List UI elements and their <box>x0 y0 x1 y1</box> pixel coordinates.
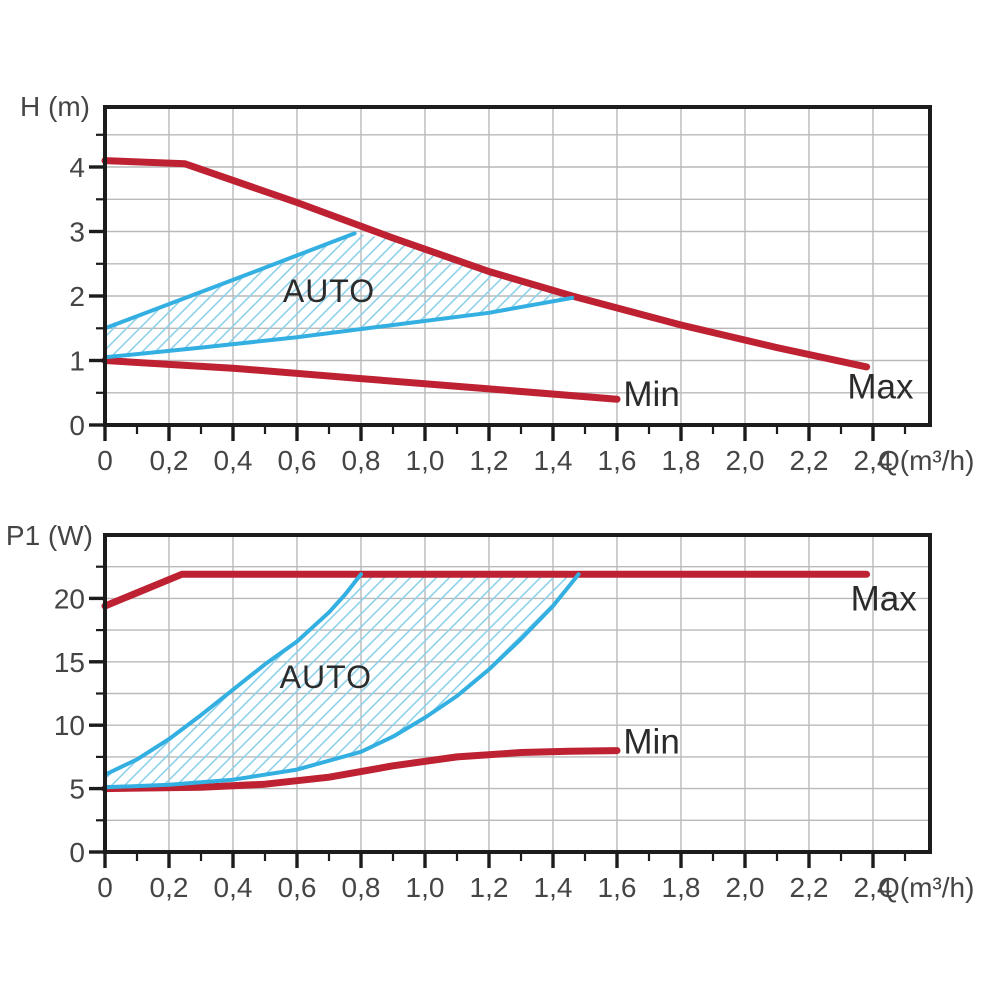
auto-region-hatch <box>105 574 579 788</box>
auto-upper-curve <box>103 572 363 777</box>
x-tick-label: 2,0 <box>726 872 765 903</box>
auto-upper-curve <box>103 231 357 331</box>
auto-label: AUTO <box>283 273 375 309</box>
y-tick-label: 0 <box>69 410 85 441</box>
auto-label: AUTO <box>280 659 372 695</box>
max-curve <box>101 157 871 371</box>
x-tick-label: 1,4 <box>534 445 573 476</box>
max-label: Max <box>851 579 918 618</box>
y-tick-label: 5 <box>69 774 85 805</box>
head-flow-chart: 0 0,2 0,4 0,6 0,8 1,0 1,2 1,4 1,6 1,8 2,0 2,2 2,4 0 1 2… <box>20 91 974 476</box>
flow-axis-title-top: Q(m³/h) <box>878 445 974 476</box>
x-tick-label: 2,4 <box>854 445 893 476</box>
x-tick-label: 2,2 <box>790 445 829 476</box>
x-tick-label: 2,0 <box>726 445 765 476</box>
auto-region-hatch <box>105 233 573 358</box>
y-tick-label: 2 <box>69 281 85 312</box>
x-tick-label: 1,2 <box>470 445 509 476</box>
x-tick-label: 0,6 <box>278 872 317 903</box>
x-tick-label: 1,2 <box>470 872 509 903</box>
y-tick-label: 1 <box>69 346 85 377</box>
x-tick-label: 0 <box>97 872 113 903</box>
x-tick-label: 0,4 <box>214 445 253 476</box>
x-tick-label: 1,8 <box>662 445 701 476</box>
y-tick-label: 15 <box>54 647 85 678</box>
y-tick-label: 20 <box>54 583 85 614</box>
x-tick-label: 0,4 <box>214 872 253 903</box>
y-tick-label: 3 <box>69 217 85 248</box>
auto-lower-curve <box>103 572 581 790</box>
y-tick-label: 4 <box>69 152 85 183</box>
x-tick-label: 2,2 <box>790 872 829 903</box>
min-curve <box>101 747 621 793</box>
x-tick-label: 0,2 <box>150 445 189 476</box>
min-label: Min <box>623 723 679 762</box>
max-curve <box>101 570 871 610</box>
head-axis-title: H (m) <box>20 91 90 122</box>
x-tick-label: 1,0 <box>406 445 445 476</box>
x-tick-label: 1,0 <box>406 872 445 903</box>
max-label: Max <box>847 367 914 406</box>
y-tick-label: 0 <box>69 837 85 868</box>
x-tick-label: 1,4 <box>534 872 573 903</box>
min-curve <box>101 357 621 403</box>
y-tick-label: 10 <box>54 710 85 741</box>
x-tick-label: 1,6 <box>598 872 637 903</box>
x-tick-label: 1,8 <box>662 872 701 903</box>
x-tick-label: 2,4 <box>854 872 893 903</box>
x-tick-label: 0,2 <box>150 872 189 903</box>
min-label: Min <box>623 375 679 414</box>
power-flow-chart: 0 0,2 0,4 0,6 0,8 1,0 1,2 1,4 1,6 1,8 2,0 2,2 2,4 0 5 1… <box>6 520 975 903</box>
auto-lower-curve <box>103 295 575 360</box>
x-tick-label: 1,6 <box>598 445 637 476</box>
flow-axis-title-bottom: Q(m³/h) <box>878 872 974 903</box>
power-axis-title: P1 (W) <box>6 520 93 551</box>
x-tick-label: 0,8 <box>342 872 381 903</box>
x-tick-label: 0,6 <box>278 445 317 476</box>
plot-border <box>103 105 932 427</box>
x-tick-label: 0,8 <box>342 445 381 476</box>
x-tick-label: 0 <box>97 445 113 476</box>
